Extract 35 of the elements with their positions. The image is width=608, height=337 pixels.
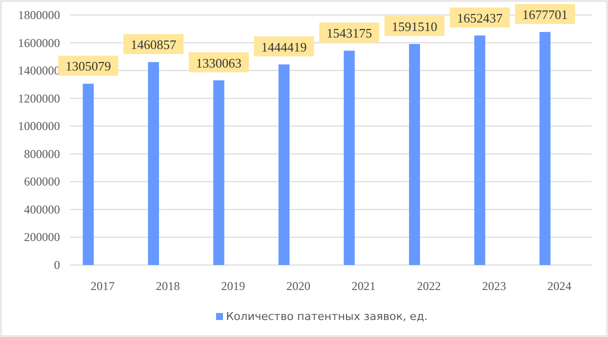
x-tick-label: 2023 xyxy=(482,279,506,293)
data-label: 1444419 xyxy=(261,39,307,54)
y-tick-label: 1400000 xyxy=(18,64,60,78)
bar xyxy=(278,64,290,265)
y-tick-label: 1800000 xyxy=(18,8,60,22)
bar xyxy=(148,62,160,265)
x-tick-label: 2022 xyxy=(416,279,441,293)
y-tick-label: 600000 xyxy=(24,174,60,189)
x-tick-label: 2021 xyxy=(352,279,376,293)
bar xyxy=(474,35,486,265)
data-label: 1460857 xyxy=(130,37,177,52)
y-tick-label: 200000 xyxy=(24,230,60,244)
legend-label: Количество патентных заявок, ед. xyxy=(226,310,428,323)
data-label: 1543175 xyxy=(326,26,372,41)
data-label: 1591510 xyxy=(392,18,438,34)
bar xyxy=(82,84,94,265)
x-tick-label: 2018 xyxy=(156,279,180,293)
bar xyxy=(344,50,355,265)
data-label: 1305079 xyxy=(66,58,112,74)
y-tick-label: 1000000 xyxy=(18,119,60,134)
bar xyxy=(409,44,420,265)
x-tick-label: 2024 xyxy=(547,279,572,293)
x-tick-label: 2019 xyxy=(221,279,246,293)
y-tick-label: 400000 xyxy=(24,202,60,216)
y-tick-label: 800000 xyxy=(24,146,60,161)
data-label: 1652437 xyxy=(457,10,504,26)
x-tick-label: 2017 xyxy=(90,279,115,293)
y-tick-label: 1600000 xyxy=(18,36,60,50)
y-tick-label: 1200000 xyxy=(18,91,60,106)
y-tick-label: 0 xyxy=(54,258,60,272)
data-label: 1330063 xyxy=(196,55,242,70)
bar xyxy=(213,80,224,265)
bar xyxy=(540,32,551,265)
x-tick-label: 2020 xyxy=(286,279,310,293)
data-label: 1677701 xyxy=(522,6,568,22)
